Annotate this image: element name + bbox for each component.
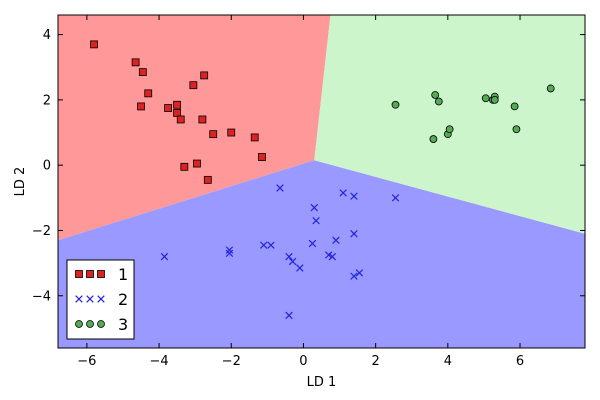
data-point-class-3 [445,125,454,134]
legend-marker-2 [97,295,105,303]
data-point-class-1 [227,128,236,137]
data-point-class-2 [391,194,400,202]
data-point-class-1 [173,100,182,109]
data-point-class-1 [138,68,147,77]
y-axis-label: LD 2 [13,167,28,197]
plot-frame [57,14,586,349]
data-point-class-1 [258,153,266,161]
legend: 1 2 3 [66,259,135,340]
data-point-class-2 [225,249,234,258]
data-point-class-3 [429,135,438,143]
data-point-class-1 [131,58,140,67]
legend-marker-1 [75,270,83,278]
data-point-class-3 [431,91,440,99]
data-point-class-1 [90,40,98,49]
data-point-class-2 [339,189,347,197]
data-point-class-2 [310,203,319,212]
data-point-class-2 [312,216,320,225]
data-point-class-1 [250,133,259,142]
x-tick-label: 6 [516,354,524,369]
data-point-class-2 [350,192,358,200]
y-tick-label: −4 [32,289,51,304]
data-point-class-2 [355,269,364,277]
data-point-class-1 [176,115,185,124]
data-point-class-1 [189,81,198,90]
y-tick-label: 0 [43,159,51,174]
data-point-class-3 [391,100,400,109]
decision-regions [58,15,585,348]
data-point-class-2 [328,252,337,261]
legend-marker-1 [86,270,94,278]
data-point-class-2 [260,241,268,249]
x-tick-label: −2 [222,354,241,369]
data-point-class-1 [203,175,212,184]
data-point-class-2 [332,236,340,244]
data-point-class-3 [546,84,555,93]
x-tick-label: −6 [77,354,96,369]
data-point-class-2 [285,311,293,320]
data-point-class-2 [276,184,284,192]
data-point-class-2 [285,252,293,261]
y-tick-label: 4 [43,28,51,43]
data-point-class-2 [160,252,169,261]
data-point-class-1 [173,109,182,117]
decision-region-2 [58,160,585,348]
data-points [90,40,555,320]
data-point-class-2 [225,246,234,254]
legend-label: 2 [118,290,128,309]
x-tick-label: −4 [149,354,168,369]
x-tick-label: 0 [299,354,307,369]
data-point-class-3 [481,94,490,103]
decision-region-1 [58,15,331,241]
data-point-class-3 [512,125,521,134]
data-point-class-1 [198,115,207,124]
data-point-class-1 [209,130,218,139]
data-point-class-1 [144,89,153,98]
x-tick-label: 4 [444,354,452,369]
data-point-class-2 [296,264,304,272]
legend-label: 3 [118,315,128,334]
data-point-class-1 [193,159,201,168]
data-point-class-2 [350,272,358,280]
data-point-class-1 [164,104,172,112]
data-point-class-2 [288,257,297,266]
legend-marker-3 [75,320,83,328]
data-point-class-1 [200,71,209,80]
data-point-class-3 [434,97,443,106]
data-point-class-1 [180,162,189,171]
legend-marker-3 [86,320,94,328]
data-point-class-1 [137,102,145,111]
data-point-class-3 [490,95,499,104]
legend-marker-2 [86,295,94,303]
data-point-class-3 [510,102,519,111]
data-point-class-2 [350,230,358,238]
x-axis-label: LD 1 [307,375,337,390]
x-tick-label: 2 [372,354,380,369]
legend-marker-3 [97,320,105,328]
legend-label: 1 [118,265,128,284]
y-tick-label: −2 [32,224,51,239]
y-tick-label: 2 [43,93,51,108]
data-point-class-2 [308,239,317,248]
legend-marker-2 [75,295,83,303]
axis-ticks: −6 −4 −2 0 2 4 6 −4 −2 0 2 4 [32,15,585,369]
legend-marker-1 [97,270,105,278]
decision-region-3 [314,15,585,234]
data-point-class-2 [267,241,275,249]
